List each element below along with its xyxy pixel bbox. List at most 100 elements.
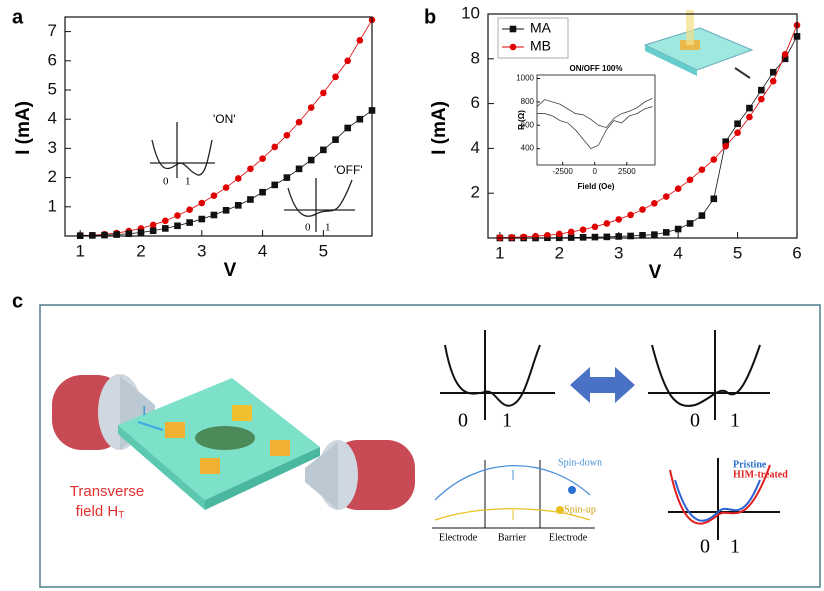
marker: [283, 131, 291, 139]
marker: [674, 225, 682, 233]
marker: [508, 234, 516, 241]
y-axis-label: I (mA): [13, 101, 34, 155]
well-label: 0: [700, 536, 710, 558]
marker: [722, 142, 729, 150]
region-label: Electrode: [549, 532, 588, 543]
y-tick-label: 1: [48, 196, 57, 215]
marker: [698, 212, 706, 219]
field-label: field HT: [76, 503, 125, 521]
marker: [247, 196, 254, 203]
marker: [662, 229, 670, 236]
y-axis-label: R (Ω): [517, 110, 526, 130]
marker: [271, 181, 279, 189]
marker: [186, 206, 193, 214]
marker: [174, 222, 181, 230]
marker: [101, 231, 108, 239]
legend-box: [497, 17, 569, 59]
marker: [758, 95, 765, 103]
marker: [210, 192, 218, 200]
marker: [591, 223, 599, 231]
x-tick-label: 5: [319, 241, 328, 260]
marker: [186, 219, 193, 226]
marker: [344, 57, 351, 65]
legend-marker: [509, 43, 517, 51]
marker: [615, 216, 623, 223]
y-tick-label: 600: [521, 120, 535, 129]
marker: [769, 68, 777, 76]
plot-frame: [64, 16, 373, 237]
marker: [149, 227, 157, 235]
panel-label: b: [424, 6, 436, 28]
series-line: [80, 19, 373, 236]
marker: [674, 185, 682, 193]
marker: [651, 231, 658, 238]
marker: [603, 233, 611, 241]
marker: [162, 217, 169, 225]
marker: [247, 165, 254, 173]
marker: [234, 175, 242, 182]
marker: [627, 211, 634, 219]
x-tick-label: 1: [495, 243, 504, 262]
y-tick-label: 7: [48, 21, 57, 40]
field-label: Transverse: [70, 483, 144, 500]
annotation: 'OFF': [334, 163, 363, 177]
well-compare: [668, 458, 780, 540]
marker: [591, 233, 599, 241]
marker: [746, 113, 753, 121]
marker: [639, 232, 646, 239]
marker: [234, 202, 242, 209]
marker: [769, 77, 777, 85]
legend-label: Pristine: [733, 459, 767, 470]
marker: [198, 215, 206, 223]
marker: [295, 118, 303, 126]
marker: [320, 146, 327, 154]
marker: [662, 193, 670, 200]
marker: [271, 143, 279, 151]
marker: [746, 104, 753, 112]
device-icon: [643, 10, 754, 79]
marker: [567, 228, 575, 236]
x-tick-label: 0: [592, 167, 597, 176]
legend-label: MA: [530, 20, 552, 36]
marker: [222, 184, 230, 191]
y-tick-label: 6: [48, 50, 57, 69]
y-tick-label: 10: [461, 3, 480, 22]
x-tick-label: 6: [792, 243, 801, 262]
switch-arrow: [570, 367, 635, 403]
x-tick-label: 4: [258, 241, 267, 260]
x-axis-label: Field (Oe): [578, 182, 615, 191]
band-label: Spin-down: [558, 457, 602, 468]
y-tick-label: 4: [48, 109, 57, 128]
x-tick-label: 2: [555, 243, 564, 262]
marker: [734, 129, 741, 137]
x-tick-label: 5: [733, 243, 742, 262]
marker: [781, 51, 789, 58]
x-tick-label: 4: [673, 243, 682, 262]
panel-frame: [39, 304, 821, 588]
series-line: [80, 110, 373, 237]
legend-label: HIM-treated: [733, 469, 788, 480]
field-sub: T: [118, 510, 124, 521]
well-label: 1: [502, 410, 512, 432]
marker: [615, 233, 623, 240]
panel-label: c: [12, 290, 23, 312]
marker: [283, 174, 291, 181]
marker: [320, 89, 327, 97]
marker: [307, 104, 315, 111]
band-diagram: [432, 460, 595, 529]
marker: [781, 55, 789, 63]
series-line: [536, 98, 653, 129]
well-label: 1: [325, 222, 331, 234]
marker: [686, 176, 694, 184]
x-tick-label: 2: [136, 241, 145, 260]
marker: [698, 166, 706, 173]
plot-frame: [487, 13, 798, 239]
well-label: 1: [730, 410, 740, 432]
region-label: Barrier: [498, 532, 527, 543]
plot-frame: [536, 74, 656, 166]
marker: [603, 220, 611, 227]
y-tick-label: 4: [471, 138, 480, 157]
well-diagram: [440, 330, 770, 420]
panel-label: a: [12, 6, 24, 28]
